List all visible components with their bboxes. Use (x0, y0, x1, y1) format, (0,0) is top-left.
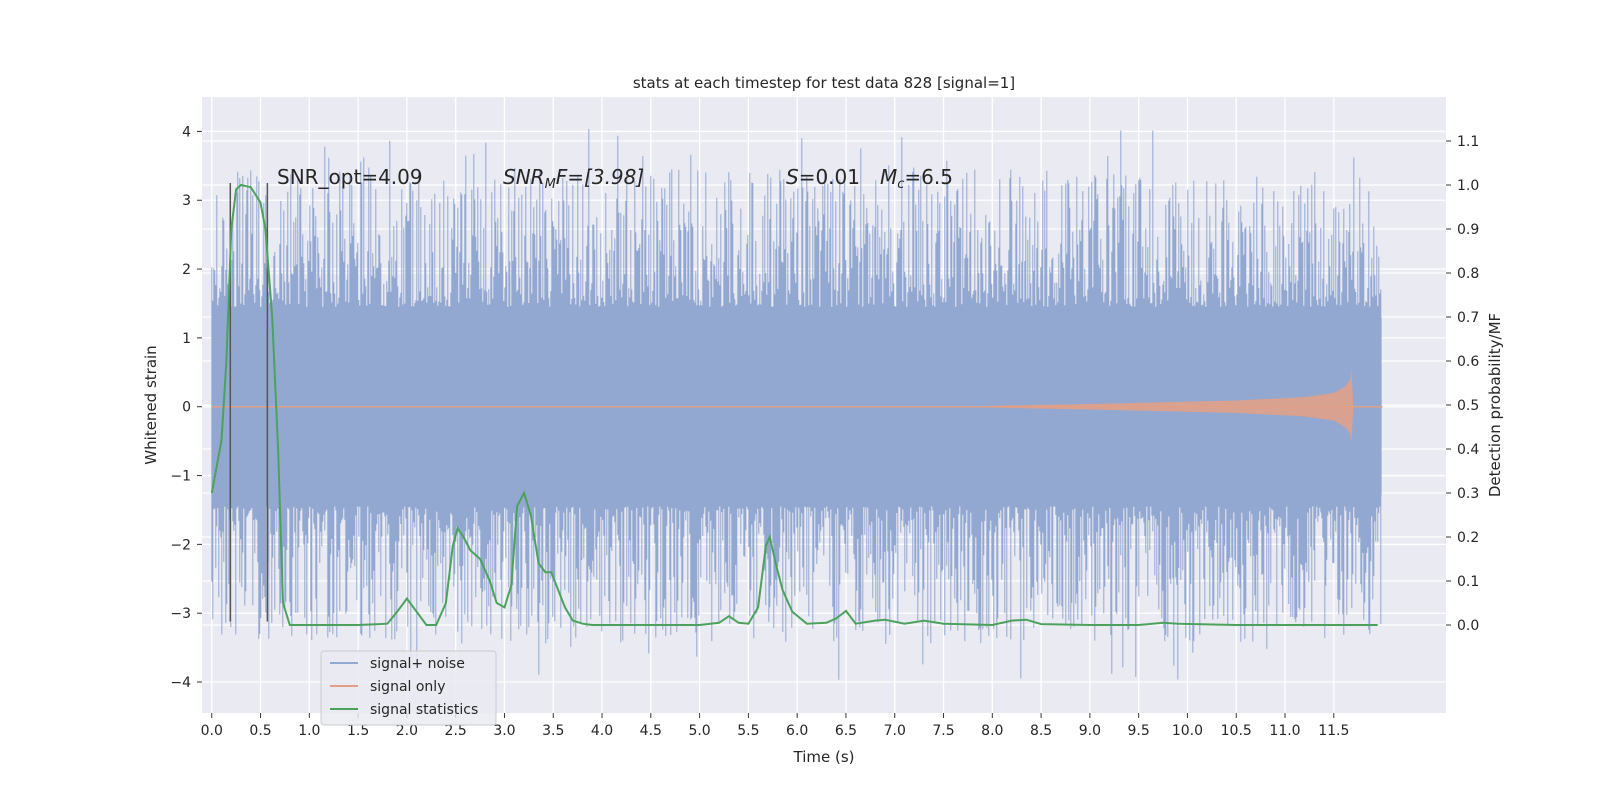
y-tick-label: −1 (170, 469, 191, 485)
s-symbol: S (786, 165, 799, 189)
annotation-s: S=0.01 (786, 165, 860, 189)
y-tick-label: 3 (182, 193, 191, 209)
x-tick-label: 7.5 (932, 723, 954, 739)
y-right-tick-label: 0.4 (1457, 442, 1479, 458)
x-tick-label: 3.5 (542, 723, 564, 739)
x-tick-label: 10.0 (1172, 723, 1203, 739)
y-right-tick-label: 0.5 (1457, 398, 1479, 414)
y-tick-label: −3 (170, 606, 191, 622)
series-signal-only (211, 368, 1383, 445)
mc-value: =6.5 (904, 165, 953, 189)
y-right-tick-label: 0.1 (1457, 574, 1479, 590)
x-tick-label: 3.0 (493, 723, 515, 739)
legend-label-signal-noise: signal+ noise (370, 656, 465, 672)
series-signal-statistics (210, 183, 1378, 627)
statistics-line (210, 183, 1378, 627)
x-tick-label: 2.5 (445, 723, 467, 739)
y-tick-label: −4 (170, 675, 191, 691)
x-tick-label: 0.0 (201, 723, 223, 739)
snr-mf-rest: F=[3.98] (556, 165, 644, 189)
mc-sub: c (897, 177, 904, 192)
x-tick-label: 8.5 (1030, 723, 1052, 739)
x-tick-label: 5.0 (688, 723, 710, 739)
x-tick-label: 10.5 (1221, 723, 1252, 739)
x-tick-label: 2.0 (396, 723, 418, 739)
snr-mf-base: SNR (503, 165, 545, 189)
x-tick-label: 0.5 (249, 723, 271, 739)
annotation-mc: Mc=6.5 (880, 165, 953, 192)
mc-base: M (880, 165, 897, 189)
x-tick-label: 8.0 (981, 723, 1003, 739)
x-axis-label: Time (s) (793, 748, 855, 766)
legend-label-signal-only: signal only (370, 679, 445, 695)
y-right-axis-label: Detection probability/MF (1486, 313, 1504, 497)
y-right-tick-label: 1.1 (1457, 134, 1479, 150)
snr-mf-sub: M (545, 177, 556, 192)
y-tick-label: 2 (182, 262, 191, 278)
x-tick-label: 9.5 (1128, 723, 1150, 739)
x-tick-label: 4.5 (640, 723, 662, 739)
y-tick-label: 4 (182, 124, 191, 140)
y-axis-label: Whitened strain (142, 345, 160, 464)
x-tick-label: 1.5 (347, 723, 369, 739)
x-tick-label: 11.5 (1318, 723, 1349, 739)
legend-label-signal-statistics: signal statistics (370, 702, 478, 718)
legend: signal+ noise signal only signal statist… (320, 650, 497, 726)
x-tick-label: 7.0 (884, 723, 906, 739)
x-tick-label: 6.0 (786, 723, 808, 739)
y-right-tick-label: 0.9 (1457, 222, 1479, 238)
annotation-snr-mf: SNRMF=[3.98] (503, 165, 644, 192)
axis-ticks: 0.0 0.5 1.0 1.5 2.0 2.5 3.0 3.5 4.0 4.5 5.0 5.5 6.0 6… (170, 124, 1479, 739)
y-tick-label: 1 (182, 331, 191, 347)
legend-box (320, 650, 497, 726)
x-tick-label: 11.0 (1269, 723, 1300, 739)
noise-trace (211, 129, 1382, 680)
y-right-tick-label: 0.0 (1457, 618, 1479, 634)
y-right-tick-label: 1.0 (1457, 178, 1479, 194)
x-tick-label: 5.5 (737, 723, 759, 739)
annotation-snr-opt: SNR_opt=4.09 (277, 165, 423, 189)
s-value: =0.01 (799, 165, 860, 189)
y-right-tick-label: 0.7 (1457, 310, 1479, 326)
x-tick-label: 9.0 (1079, 723, 1101, 739)
y-right-tick-label: 0.3 (1457, 486, 1479, 502)
x-tick-label: 4.0 (591, 723, 613, 739)
y-right-tick-label: 0.6 (1457, 354, 1479, 370)
y-tick-label: −2 (170, 537, 191, 553)
chart-title: stats at each timestep for test data 828… (633, 74, 1015, 92)
x-tick-label: 6.5 (835, 723, 857, 739)
x-tick-label: 1.0 (298, 723, 320, 739)
y-right-tick-label: 0.2 (1457, 530, 1479, 546)
y-tick-label: 0 (182, 400, 191, 416)
y-right-tick-label: 0.8 (1457, 266, 1479, 282)
